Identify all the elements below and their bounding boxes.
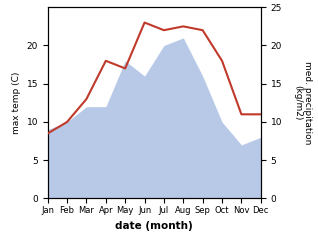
Y-axis label: max temp (C): max temp (C) xyxy=(12,72,21,134)
Y-axis label: med. precipitation
(kg/m2): med. precipitation (kg/m2) xyxy=(293,61,313,144)
X-axis label: date (month): date (month) xyxy=(115,221,193,231)
